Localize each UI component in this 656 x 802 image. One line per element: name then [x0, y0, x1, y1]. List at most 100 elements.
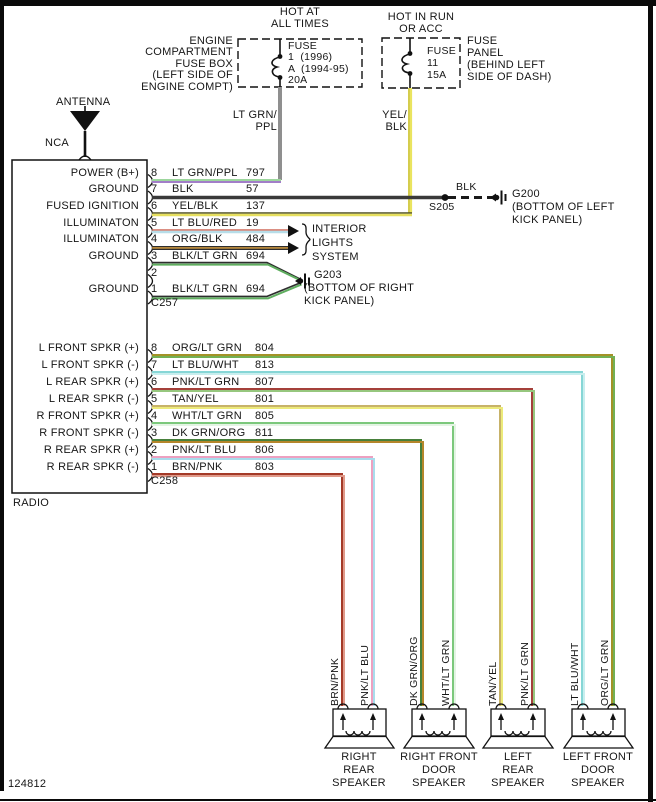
c257-pin1-circuit: 694 [246, 283, 266, 295]
vertical-wire-label-pnk-lt-grn: PNK/LT GRN [519, 641, 531, 706]
engine-fuse-box-label-line1: ENGINE [189, 35, 233, 47]
g203-ground-symbol [295, 273, 310, 289]
g200-label: G200 [512, 188, 540, 200]
frame-border-right [648, 0, 653, 802]
c257-pin7-wire: BLK [172, 183, 194, 195]
c258-pin5-circuit: 801 [255, 393, 275, 405]
c258-pin1-number: 1 [151, 461, 158, 473]
speaker-left-rear-symbol [481, 703, 555, 749]
c258-pin1-function: R REAR SPKR (-) [46, 461, 139, 473]
c258-pin4-number: 4 [151, 410, 158, 422]
c258-pin4-function: R FRONT SPKR (+) [36, 410, 139, 422]
c257-pin3-function: GROUND [88, 250, 139, 262]
fuse-panel-label-line2: PANEL [467, 47, 504, 59]
fuse1-text-line1: FUSE [288, 40, 318, 52]
fuse1-text-line3: A (1994-95) [288, 63, 349, 75]
vertical-wire-label-brn-pnk: BRN/PNK [329, 657, 341, 706]
c258-pin7-wire: LT BLU/WHT [172, 359, 239, 371]
c258-pin1-circuit: 803 [255, 461, 275, 473]
speaker-left-front-door-name-line1: LEFT FRONT [562, 751, 634, 763]
feed-wire-left-label-line1: LT GRN/ [232, 109, 277, 121]
fuse1-text-line4: 20A [288, 74, 308, 86]
c258-pin5-function: L REAR SPKR (-) [48, 393, 139, 405]
fuse1-text-line2: 1 (1996) [288, 51, 333, 63]
c257-pin5-function: ILLUMINATON [63, 217, 139, 229]
c257-connector-label: C257 [151, 297, 179, 309]
engine-fuse-box-label-line2: COMPARTMENT [145, 46, 233, 58]
c257-pin5-circuit: 19 [246, 217, 259, 229]
vertical-wire-label-dk-grn-org: DK GRN/ORG [408, 636, 420, 706]
c257-pin8-wire: LT GRN/PPL [172, 167, 238, 179]
c257-pin4-function: ILLUMINATON [63, 233, 139, 245]
c258-pin7-number: 7 [151, 359, 158, 371]
interior-lights-arrows [288, 223, 311, 256]
c258-pin2-number: 2 [151, 444, 158, 456]
speaker-left-front-door-symbol [562, 703, 635, 749]
c258-pin8-function: L FRONT SPKR (+) [38, 342, 139, 354]
c257-pin8-circuit: 797 [246, 167, 266, 179]
c258-pin3-function: R FRONT SPKR (-) [39, 427, 139, 439]
c258-pin6-number: 6 [151, 376, 158, 388]
g203-location-line1: (BOTTOM OF RIGHT [304, 282, 415, 294]
vertical-wire-label-wht-lt-grn: WHT/LT GRN [440, 639, 452, 706]
c257-pin8-number: 8 [151, 167, 158, 179]
frame-border-top [0, 0, 656, 6]
fuse11-text-line2: 11 [427, 57, 439, 69]
c257-pin6-function: FUSED IGNITION [46, 200, 139, 212]
speaker-left-rear-name-line2: REAR [502, 764, 534, 776]
c258-pin8-wire: ORG/LT GRN [172, 342, 242, 354]
c257-pin7-circuit: 57 [246, 183, 259, 195]
c258-pin6-circuit: 807 [255, 376, 275, 388]
c257-pin5-number: 5 [151, 217, 158, 229]
c258-pin7-function: L FRONT SPKR (-) [41, 359, 139, 371]
speaker-right-front-door-name-line2: DOOR [422, 764, 456, 776]
engine-fuse-box-label-line3: FUSE BOX [175, 58, 233, 70]
c257-pin3-circuit: 694 [246, 250, 266, 262]
c258-pin1-wire: BRN/PNK [172, 461, 223, 473]
c258-pin3-wire: DK GRN/ORG [172, 427, 246, 439]
speaker-right-rear-name-line2: REAR [343, 764, 375, 776]
feed-wire-left-label-line2: PPL [255, 121, 277, 133]
fuse11-text-line1: FUSE [427, 45, 457, 57]
feed-wire-right-label-line2: BLK [385, 121, 407, 133]
antenna-symbol [70, 106, 100, 161]
c258-connector-label: C258 [151, 475, 179, 487]
speaker-right-rear-name-line1: RIGHT [341, 751, 377, 763]
speaker-left-front-door-name-line3: SPEAKER [571, 777, 625, 789]
speaker-right-front-door-name-line1: RIGHT FRONT [400, 751, 478, 763]
speaker-right-front-door-symbol [402, 703, 476, 749]
interior-lights-line1: INTERIOR [312, 223, 367, 235]
fuse11-text-line3: 15A [427, 69, 447, 81]
c257-pin6-number: 6 [151, 200, 158, 212]
c257-pin8-function: POWER (B+) [70, 167, 139, 179]
c258-pin4-circuit: 805 [255, 410, 275, 422]
c257-pin4-wire: ORG/BLK [172, 233, 223, 245]
c257-pin6-wire: YEL/BLK [172, 200, 219, 212]
feed-wire-right-label-line1: YEL/ [382, 109, 407, 121]
c257-pin3-wire: BLK/LT GRN [172, 250, 238, 262]
g203-label: G203 [314, 269, 342, 281]
interior-lights-line3: SYSTEM [312, 251, 359, 263]
c258-pin8-number: 8 [151, 342, 158, 354]
fuse-11-symbol [401, 38, 413, 88]
c258-pin2-wire: PNK/LT BLU [172, 444, 237, 456]
c258-pin6-wire: PNK/LT GRN [172, 376, 240, 388]
g200-location-line1: (BOTTOM OF LEFT [512, 201, 615, 213]
c258-pin2-circuit: 806 [255, 444, 275, 456]
hot-at-heading-line1: HOT AT [279, 6, 321, 18]
g203-location-line2: KICK PANEL) [304, 295, 375, 307]
vertical-wire-label-tan-yel: TAN/YEL [487, 661, 499, 706]
c258-wires [152, 354, 615, 706]
engine-fuse-box-label-line5: ENGINE COMPT) [141, 81, 233, 93]
hot-in-run-heading-line1: HOT IN RUN [387, 11, 455, 23]
vertical-wire-label-lt-blu-wht: LT BLU/WHT [569, 642, 581, 706]
c257-wires [152, 179, 492, 300]
c257-pin7-number: 7 [151, 183, 158, 195]
fuse-panel-label-line3: (BEHIND LEFT [467, 59, 546, 71]
c257-pin5-wire: LT BLU/RED [172, 217, 238, 229]
radio-box-outline [11, 159, 148, 494]
diagram-id-number: 124812 [8, 778, 47, 790]
frame-border-bottom [0, 799, 656, 801]
frame-border-left [0, 0, 4, 791]
